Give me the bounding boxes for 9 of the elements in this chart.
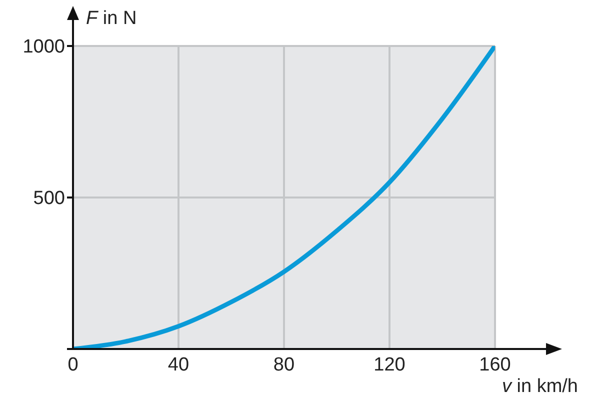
x-tick-label: 40 [168,354,190,376]
x-tick-label: 80 [273,354,295,376]
y-tick-label: 1000 [22,36,65,58]
x-tick-label: 0 [68,354,78,376]
y-axis-title: F in N [86,8,137,29]
x-tick-label: 160 [479,354,511,376]
x-tick-label: 120 [374,354,406,376]
x-axis-title: v in km/h [502,376,578,397]
y-tick-label: 500 [33,188,65,210]
